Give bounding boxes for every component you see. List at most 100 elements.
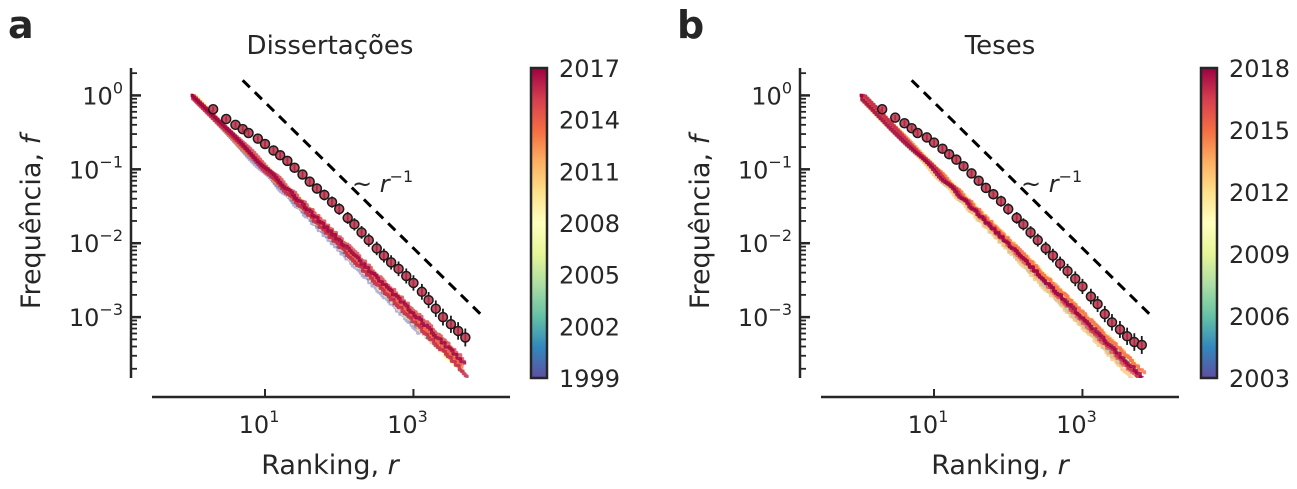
x-axis-label: Ranking, r bbox=[931, 450, 1070, 481]
mean-point bbox=[393, 263, 404, 275]
colorbar: 2017 2014 2011 2008 2005 2002 1999 bbox=[529, 55, 620, 393]
mean-point bbox=[408, 277, 419, 289]
mean-point bbox=[333, 203, 345, 215]
x-tick-marks bbox=[264, 389, 415, 397]
colorbar-tick-labels: 2017 2014 2011 2008 2005 2002 1999 bbox=[559, 55, 620, 393]
mean-point bbox=[342, 212, 353, 224]
mean-point bbox=[243, 127, 254, 139]
x-tick-label: 101 bbox=[239, 407, 280, 439]
mean-point bbox=[995, 195, 1007, 207]
mean-point bbox=[416, 286, 428, 298]
colorbar-tick-label: 2018 bbox=[1229, 55, 1290, 83]
mean-point bbox=[1047, 250, 1059, 261]
mean-point bbox=[319, 189, 330, 201]
reference-line bbox=[241, 79, 482, 316]
x-tick-label: 103 bbox=[1056, 407, 1097, 439]
series-line-2018 bbox=[859, 93, 1144, 378]
y-tick-marks bbox=[131, 72, 141, 370]
panel-letter: a bbox=[8, 3, 34, 47]
reference-line-group bbox=[910, 79, 1151, 316]
series-line-2016 bbox=[190, 93, 469, 378]
x-axis: 101 103 bbox=[821, 389, 1179, 439]
mean-point bbox=[349, 219, 360, 230]
mean-point bbox=[980, 182, 992, 194]
mean-point bbox=[297, 169, 308, 180]
mean-markers bbox=[876, 103, 1148, 354]
mean-point bbox=[356, 227, 367, 238]
mean-point bbox=[385, 257, 397, 268]
mean-point bbox=[951, 154, 962, 165]
colorbar-tick-label: 2009 bbox=[1229, 241, 1290, 269]
colorbar-tick-label: 2008 bbox=[559, 210, 620, 238]
mean-point bbox=[1077, 281, 1088, 292]
y-tick-label: 10−1 bbox=[69, 152, 123, 184]
y-tick-label: 10−2 bbox=[738, 226, 792, 258]
mean-point bbox=[282, 155, 293, 167]
mean-point bbox=[1018, 219, 1029, 230]
y-axis-label: Frequência, f bbox=[16, 131, 47, 309]
mean-point bbox=[899, 118, 910, 129]
mean-point bbox=[274, 149, 286, 161]
mean-point bbox=[1114, 324, 1126, 335]
mean-point bbox=[937, 143, 948, 154]
mean-point bbox=[928, 137, 940, 148]
mean-point bbox=[889, 112, 901, 123]
mean-point bbox=[452, 325, 464, 337]
mean-point bbox=[1099, 308, 1111, 320]
y-tick-label: 10−3 bbox=[69, 300, 123, 332]
x-tick-labels: 101 103 bbox=[908, 407, 1097, 439]
mean-point bbox=[371, 243, 382, 254]
mean-point bbox=[1106, 317, 1118, 328]
y-tick-marks bbox=[800, 72, 810, 370]
colorbar-tick-labels: 2018 2015 2012 2009 2006 2003 bbox=[1229, 55, 1290, 393]
panel-a: a Dissertações ~ r−1 100 10−1 10−2 10−3 101… bbox=[8, 3, 620, 481]
mean-point bbox=[437, 311, 449, 323]
mean-point bbox=[1011, 212, 1022, 224]
panel-title: Dissertações bbox=[247, 31, 414, 61]
mean-point bbox=[207, 103, 219, 115]
reference-line bbox=[910, 79, 1151, 316]
mean-point bbox=[378, 250, 390, 261]
y-tick-label: 100 bbox=[82, 78, 123, 110]
colorbar-tick-label: 2006 bbox=[1229, 303, 1290, 331]
panel-title: Teses bbox=[964, 31, 1036, 61]
colorbar: 2018 2015 2012 2009 2006 2003 bbox=[1199, 55, 1290, 393]
colorbar-tick-label: 2002 bbox=[559, 313, 620, 341]
mean-point bbox=[1002, 203, 1014, 215]
mean-point bbox=[1121, 331, 1133, 342]
mean-point bbox=[220, 113, 232, 125]
mean-point bbox=[289, 162, 300, 173]
mean-point bbox=[1136, 339, 1148, 351]
colorbar-tick-label: 2015 bbox=[1229, 117, 1290, 145]
mean-point bbox=[1025, 227, 1036, 238]
series-lines bbox=[859, 93, 1147, 378]
x-tick-marks bbox=[933, 389, 1084, 397]
mean-point bbox=[326, 196, 338, 208]
colorbar-tick-label: 2005 bbox=[559, 262, 620, 290]
mean-point bbox=[1054, 258, 1066, 269]
reference-line-label: ~ r−1 bbox=[1021, 167, 1082, 198]
mean-point bbox=[988, 188, 999, 200]
mean-point bbox=[363, 234, 375, 246]
mean-point bbox=[943, 148, 955, 160]
mean-point bbox=[1062, 265, 1073, 277]
panel-letter: b bbox=[677, 3, 704, 47]
mean-point bbox=[921, 132, 933, 143]
x-axis-label: Ranking, r bbox=[261, 450, 400, 481]
x-tick-label: 103 bbox=[387, 407, 428, 439]
mean-point bbox=[1085, 291, 1097, 302]
reference-line-group bbox=[241, 79, 482, 316]
y-tick-label: 10−1 bbox=[738, 152, 792, 184]
mean-point bbox=[973, 175, 984, 187]
y-tick-label: 10−3 bbox=[738, 300, 792, 332]
colorbar-tick-label: 2011 bbox=[559, 158, 620, 186]
reference-line-label: ~ r−1 bbox=[352, 167, 413, 198]
colorbar-tick-label: 1999 bbox=[559, 365, 620, 393]
mean-point bbox=[1070, 273, 1081, 285]
series-lines bbox=[190, 93, 469, 378]
mean-point bbox=[1032, 234, 1044, 246]
mean-point bbox=[311, 183, 323, 194]
mean-point bbox=[1092, 298, 1103, 310]
x-tick-labels: 101 103 bbox=[239, 407, 428, 439]
